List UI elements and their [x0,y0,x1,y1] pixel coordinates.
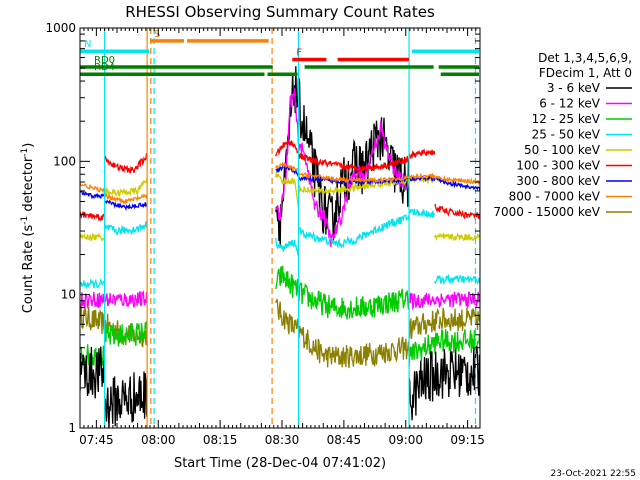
series-4-segment-2 [275,171,300,209]
flag-label-3: RD0 [94,55,115,66]
series-3-segment-0 [80,277,106,290]
x-axis: 07:45 08:00 08:15 08:30 08:45 09:00 09:15 [79,28,485,447]
series-3-segment-4 [408,208,436,219]
series-5-segment-4 [408,148,436,159]
x-tick-label-0: 07:45 [79,433,114,447]
y-axis-label: Count Rate (s-1 detector-1) [20,143,36,314]
chart-title: RHESSI Observing Summary Count Rates [125,3,435,21]
series-3-segment-3 [297,214,410,250]
series-8-segment-3 [438,307,480,332]
series-5-segment-0 [80,211,106,222]
series-0-segment-4 [438,345,480,399]
series-1-segment-2 [408,292,440,311]
legend-entry-label-5: 100 - 300 keV [516,159,600,173]
legend-header-line-2: FDecim 1, Att 0 [539,66,632,80]
series-3-segment-2 [275,237,300,257]
x-tick-label-1: 08:00 [141,433,176,447]
series-5-segment-1 [103,152,148,174]
legend-entry-label-2: 12 - 25 keV [532,112,601,126]
series-5-segment-2 [275,139,300,157]
y-axis: 1 10 100 1000 [45,21,480,435]
legend-entry-label-0: 3 - 6 keV [547,81,601,95]
series-2-segment-3 [408,332,440,367]
flag-label-1: N [84,39,91,50]
x-tick-label-4: 08:45 [327,433,362,447]
plot-frame [79,27,481,429]
flag-label-0: S [154,29,160,40]
series-1-segment-3 [438,291,480,310]
series-6-segment-4 [408,174,440,182]
y-tick-label-1: 10 [61,288,76,302]
series-5-segment-5 [434,203,480,220]
x-tick-label-5: 09:00 [388,433,423,447]
footer-timestamp: 23-Oct-2021 22:55 [551,469,636,479]
series-0-segment-3 [408,351,440,421]
series-0-segment-0 [80,346,106,399]
legend-entry-label-8: 7000 - 15000 keV [493,205,600,219]
y-tick-label-2: 100 [53,154,76,168]
y-tick-label-3: 1000 [45,21,76,35]
series-5-segment-3 [298,153,410,173]
y-tick-label-0: 1 [68,421,76,435]
series-4-segment-0 [80,232,105,243]
series-7-segment-0 [80,182,106,194]
series-3-segment-5 [434,273,480,286]
vertical-marker-layer [104,28,477,428]
series-1-segment-0 [80,290,148,309]
legend-entry-label-3: 25 - 50 keV [532,128,601,142]
series-4-segment-5 [433,232,480,242]
x-tick-label-2: 08:15 [203,433,238,447]
series-2-segment-1 [103,320,148,347]
x-tick-label-3: 08:30 [265,433,300,447]
series-4-segment-3 [298,176,410,197]
series-2-segment-2 [275,265,410,320]
legend: Det 1,3,4,5,6,9, FDecim 1, Att 0 3 - 6 k… [493,51,632,219]
series-6-segment-1 [104,199,148,212]
series-7-segment-5 [438,174,480,186]
series-6-segment-0 [80,190,106,200]
legend-entry-label-6: 300 - 800 keV [516,174,600,188]
legend-entry-label-7: 800 - 7000 keV [509,190,601,204]
series-0-segment-1 [103,371,148,428]
flag-label-4: RD4 [94,62,115,73]
legend-header-line-1: Det 1,3,4,5,6,9, [538,51,632,65]
series-7-segment-4 [408,172,440,181]
series-layer [80,66,480,428]
series-3-segment-1 [104,221,148,236]
series-8-segment-2 [408,308,440,339]
x-tick-label-6: 09:15 [450,433,485,447]
x-axis-label: Start Time (28-Dec-04 07:41:02) [174,456,386,471]
flag-label-2: F [296,48,302,59]
series-7-segment-2 [275,161,300,173]
series-7-segment-1 [104,192,148,206]
series-2-segment-4 [438,328,480,353]
series-6-segment-2 [275,164,300,178]
legend-entry-label-4: 50 - 100 keV [524,143,601,157]
series-7-segment-3 [297,171,410,185]
series-4-segment-1 [103,177,148,198]
legend-entry-label-1: 6 - 12 keV [539,97,601,111]
